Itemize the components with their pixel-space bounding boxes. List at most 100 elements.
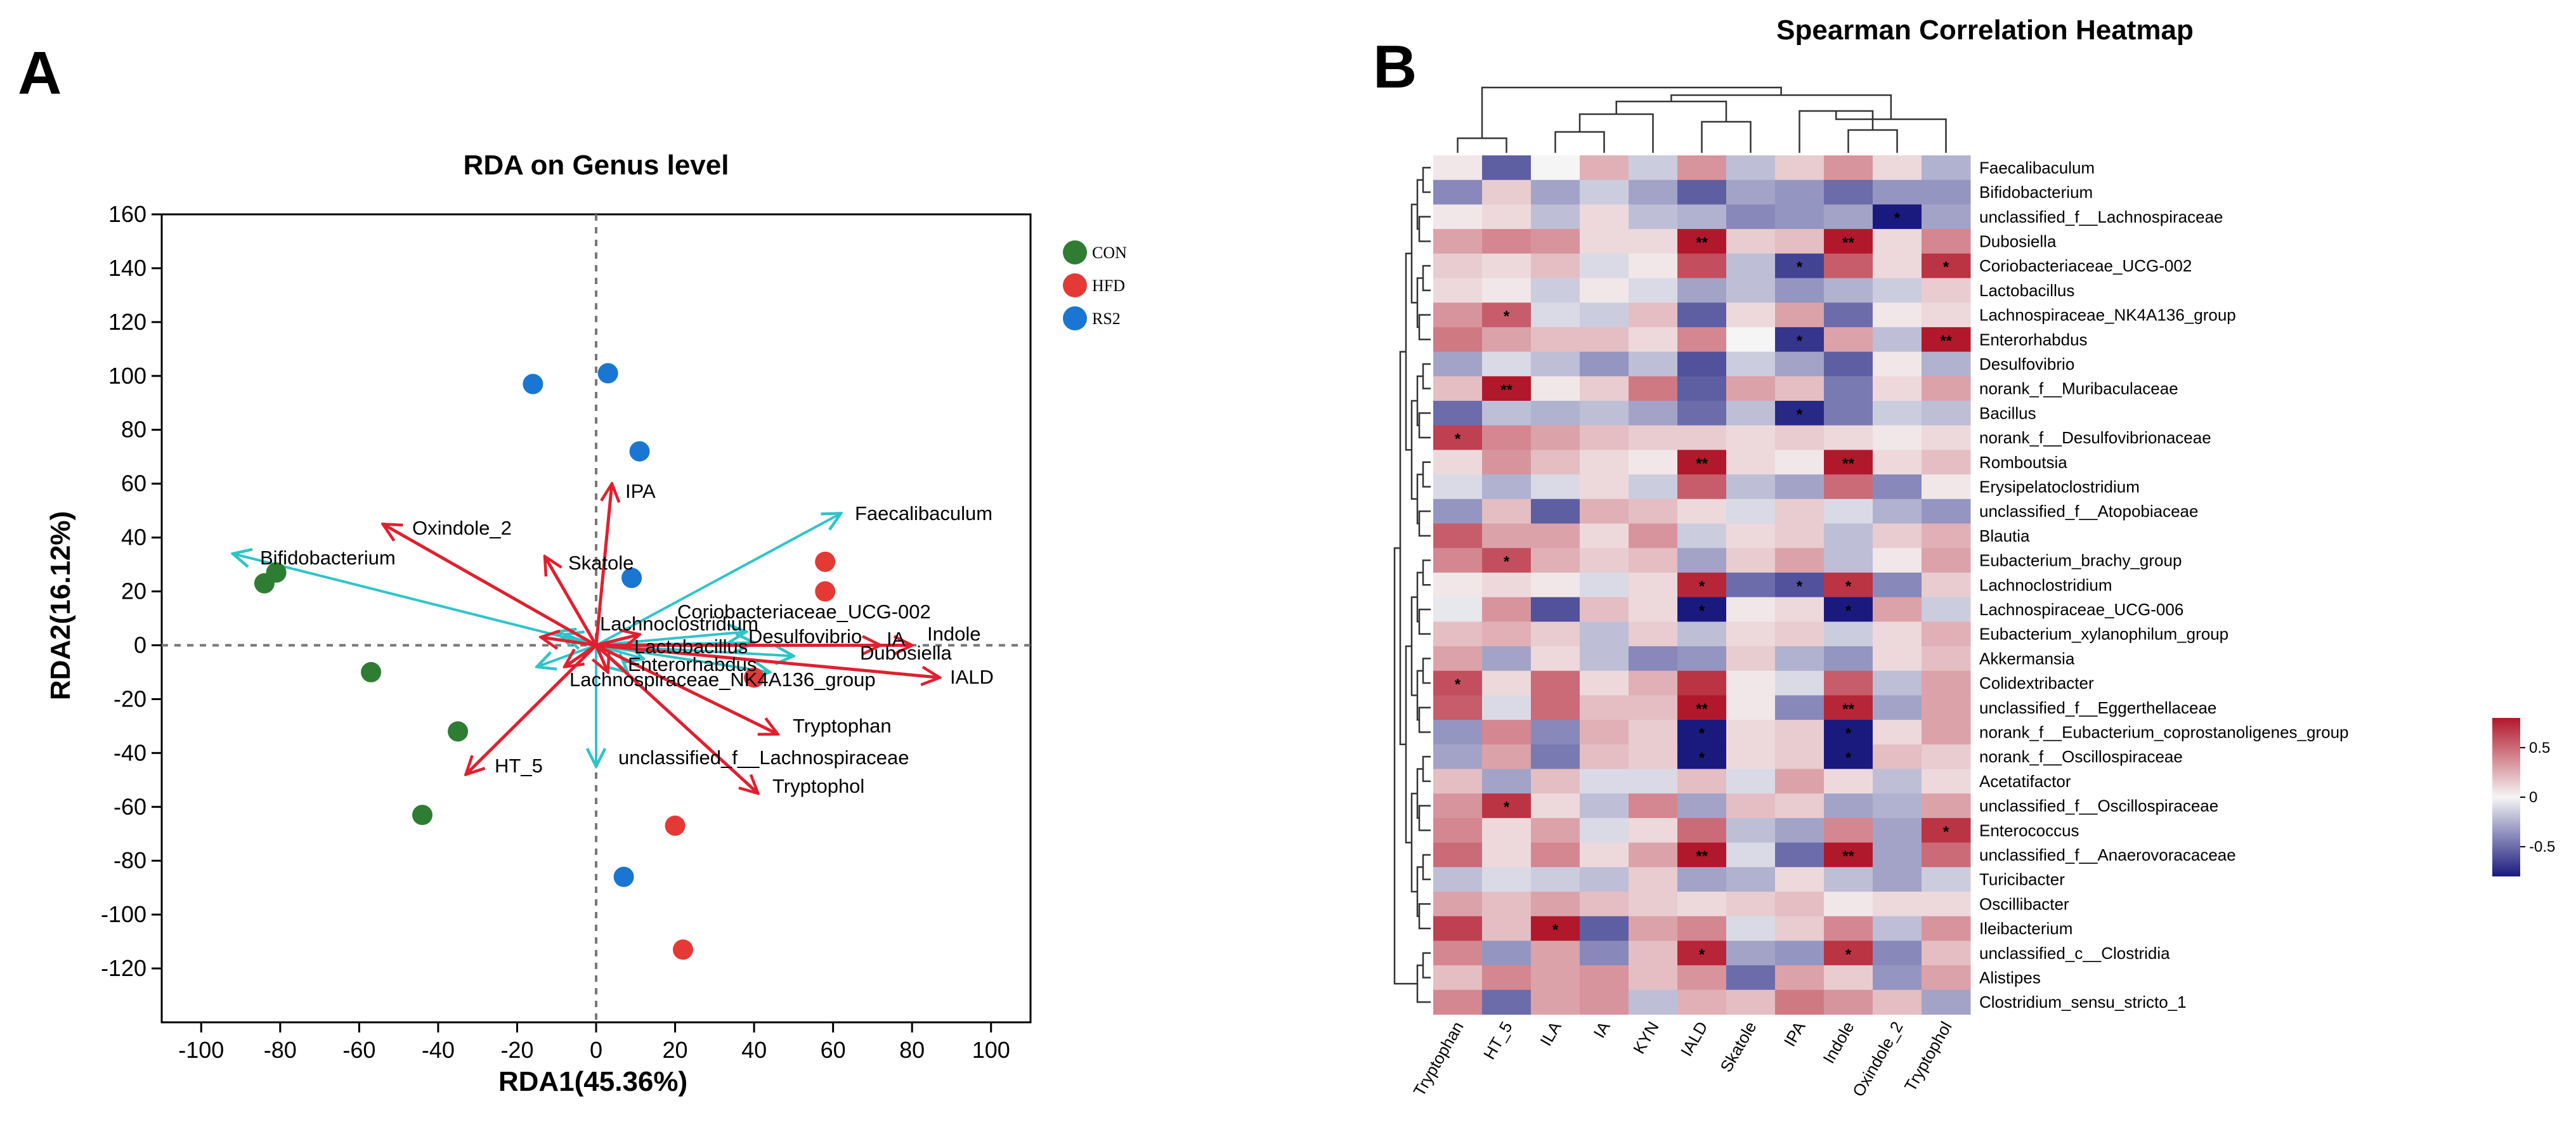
heatmap-cell [1775, 229, 1825, 254]
heatmap-cell [1531, 253, 1580, 278]
heatmap-cell [1726, 744, 1776, 769]
heatmap-plot: Spearman Correlation Heatmap*** *** *** ***… [1393, 15, 2555, 1100]
arrow-label: Tryptophol [772, 775, 864, 797]
heatmap-cell [1873, 523, 1922, 549]
heatmap-cell [1433, 695, 1483, 720]
heatmap-cell [1629, 572, 1678, 598]
y-tick-label: 80 [121, 417, 146, 443]
heatmap-cell [1677, 867, 1727, 892]
heatmap-cell [1482, 793, 1532, 819]
significance-mark: ** [1696, 701, 1708, 718]
heatmap-cell [1580, 376, 1629, 401]
heatmap-cell [1775, 916, 1825, 941]
heatmap-cell [1775, 155, 1825, 181]
significance-mark: * [1797, 406, 1803, 423]
heatmap-cell [1482, 646, 1532, 672]
heatmap-cell [1824, 229, 1873, 254]
heatmap-cell [1726, 303, 1776, 328]
row-label: Acetatifactor [1979, 772, 2071, 791]
sample-point-hfd [744, 667, 765, 688]
heatmap-cell [1580, 597, 1629, 622]
x-tick-label: -60 [342, 1037, 375, 1063]
heatmap-cell [1629, 769, 1678, 794]
arrow-label: Enterorhabdus [628, 653, 757, 675]
heatmap-cell [1531, 229, 1580, 254]
legend-label: HFD [1092, 277, 1125, 295]
heatmap-cell [1922, 695, 1971, 720]
heatmap-cell [1482, 867, 1532, 892]
heatmap-cell [1580, 965, 1629, 991]
heatmap-cell [1629, 989, 1678, 1015]
heatmap-cell [1580, 670, 1629, 696]
heatmap-cell [1629, 695, 1678, 720]
heatmap-cell [1775, 303, 1825, 328]
heatmap-cell [1677, 376, 1727, 401]
heatmap-cell [1922, 670, 1971, 696]
dendrogram-link [1418, 608, 1431, 635]
heatmap-cell [1482, 155, 1532, 181]
heatmap-cell [1433, 450, 1483, 475]
heatmap-cell [1824, 474, 1873, 500]
heatmap-cell [1482, 720, 1532, 745]
heatmap-cell [1580, 989, 1629, 1015]
arrow-label: Lachnospiraceae_NK4A136_group [569, 668, 876, 691]
y-tick-label: -60 [114, 793, 146, 819]
sample-point-con [361, 661, 382, 682]
heatmap-cell [1873, 351, 1922, 377]
heatmap-cell [1677, 523, 1727, 549]
heatmap-cell [1726, 940, 1776, 966]
heatmap-cell [1677, 351, 1727, 377]
heatmap-cell [1531, 327, 1580, 353]
species-arrow [233, 554, 597, 647]
heatmap-cell [1873, 179, 1922, 205]
arrow-label: unclassified_f__Lachnospiraceae [618, 746, 909, 769]
heatmap-cell [1433, 498, 1483, 524]
heatmap-cell [1873, 155, 1922, 181]
heatmap-cell [1873, 622, 1922, 647]
heatmap-cell [1531, 622, 1580, 647]
heatmap-cell [1580, 351, 1629, 377]
heatmap-cell [1433, 940, 1483, 966]
rda-title: RDA on Genus level [464, 150, 729, 181]
heatmap-cell [1482, 744, 1532, 769]
heatmap-cell [1482, 817, 1532, 843]
env-arrow [545, 556, 598, 646]
sample-point-con [412, 805, 433, 826]
heatmap-cell [1726, 817, 1776, 843]
heatmap-cell [1677, 327, 1727, 353]
heatmap-cell [1726, 916, 1776, 941]
heatmap-cell [1531, 940, 1580, 966]
heatmap-cell [1629, 450, 1678, 475]
heatmap-cell [1824, 376, 1873, 401]
heatmap-cell [1922, 351, 1971, 377]
heatmap-cell [1824, 744, 1873, 769]
heatmap-cell [1873, 327, 1922, 353]
heatmap-cell [1531, 646, 1580, 672]
heatmap-cell [1433, 204, 1483, 230]
arrow-label: IALD [950, 666, 994, 688]
heatmap-cell [1482, 842, 1532, 868]
heatmap-cell [1775, 646, 1825, 672]
heatmap-cell [1922, 498, 1971, 524]
significance-mark: * [1943, 823, 1949, 840]
heatmap-cell [1677, 303, 1727, 328]
heatmap-cell [1824, 597, 1873, 622]
heatmap-cell [1873, 842, 1922, 868]
heatmap-cell [1726, 523, 1776, 549]
heatmap-cell [1531, 523, 1580, 549]
row-label: Coriobacteriaceae_UCG-002 [1979, 256, 2192, 275]
x-tick-label: 40 [741, 1037, 767, 1063]
heatmap-cell [1726, 793, 1776, 819]
heatmap-cell [1873, 892, 1922, 917]
significance-mark: * [1455, 676, 1461, 693]
heatmap-cell [1775, 695, 1825, 720]
heatmap-cell [1433, 965, 1483, 991]
heatmap-cell [1580, 720, 1629, 745]
dendrogram-link [1418, 706, 1431, 733]
x-tick-label: -100 [178, 1037, 224, 1063]
heatmap-cell [1726, 351, 1776, 377]
heatmap-cell [1775, 179, 1825, 205]
heatmap-cell [1629, 229, 1678, 254]
heatmap-cell [1629, 253, 1678, 278]
